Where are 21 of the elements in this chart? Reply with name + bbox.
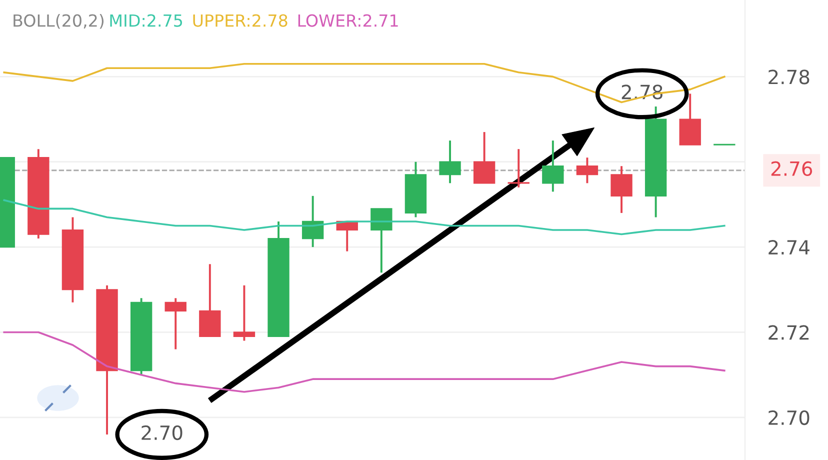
text: MID:2.75 xyxy=(110,14,182,27)
candlestick xyxy=(576,156,598,184)
candlestick xyxy=(370,208,392,274)
candlestick xyxy=(164,297,186,350)
y-tick-label: 2.70 xyxy=(768,410,810,426)
candlestick xyxy=(473,131,496,184)
y-tick-label: 2.72 xyxy=(768,325,809,340)
candlestick xyxy=(439,140,461,184)
annotation: 2.70 xyxy=(142,425,182,440)
y-tick-label: 2.74 xyxy=(768,240,810,254)
ref-line-label: 2.76 xyxy=(771,161,812,176)
y-tick-label: 2.78 xyxy=(768,70,810,84)
text: LOWER:2.71 xyxy=(298,14,398,27)
text: BOLL(20,2) xyxy=(14,14,104,29)
candlestick xyxy=(610,165,632,214)
candlestick xyxy=(508,148,530,188)
candlestick xyxy=(542,140,564,193)
line-series xyxy=(3,62,726,104)
line-series xyxy=(3,331,726,393)
text: UPPER:2.78 xyxy=(193,14,288,27)
candlestick xyxy=(233,284,256,342)
